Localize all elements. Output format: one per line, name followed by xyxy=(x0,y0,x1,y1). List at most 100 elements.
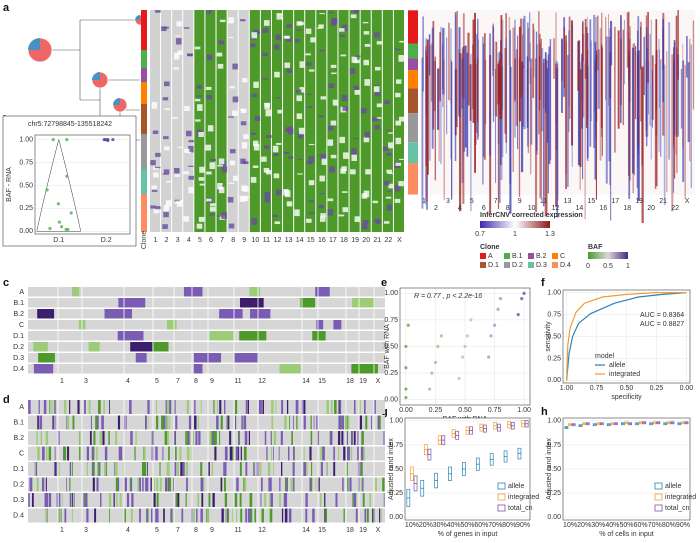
legend-entry: allele xyxy=(665,483,681,490)
baf-column xyxy=(227,10,238,232)
point xyxy=(404,366,408,370)
segment xyxy=(137,477,140,492)
segment xyxy=(173,400,176,414)
baf-cell xyxy=(306,105,313,108)
segment xyxy=(383,431,385,445)
baf-cell xyxy=(209,162,216,170)
chromosome-label: 12 xyxy=(258,378,266,385)
segment xyxy=(351,431,353,445)
segment xyxy=(167,431,169,445)
panel-label: a xyxy=(3,2,10,14)
x-axis-label: specificity xyxy=(611,394,642,401)
segment xyxy=(241,415,243,430)
segment xyxy=(288,446,290,461)
expr-streak xyxy=(608,36,611,162)
segment xyxy=(266,446,268,461)
segment xyxy=(301,400,304,414)
row-bg xyxy=(28,342,385,352)
expr-streak xyxy=(677,10,679,80)
segment xyxy=(173,462,177,476)
baf-cell xyxy=(353,138,359,140)
segment xyxy=(31,477,33,492)
expr-streak xyxy=(689,38,691,162)
segment xyxy=(156,415,159,430)
segment xyxy=(211,462,214,476)
baf-cell xyxy=(264,102,270,110)
segment xyxy=(362,493,365,507)
legend-swatch xyxy=(528,262,534,268)
x-tick-label: 60% xyxy=(634,522,648,529)
segment xyxy=(198,431,201,445)
segment xyxy=(115,431,118,445)
legend-tick: 0 xyxy=(586,263,590,270)
segment xyxy=(254,508,256,523)
baf-cell xyxy=(219,19,226,23)
annotation: AUC = 0.8364 xyxy=(640,312,684,319)
annotation: AUC = 0.8827 xyxy=(640,321,684,328)
legend-swatch xyxy=(480,253,486,259)
expr-streak xyxy=(445,37,448,135)
expr-streak xyxy=(620,15,622,124)
y-tick-label: 0.50 xyxy=(19,182,33,189)
segment xyxy=(196,431,198,445)
segment xyxy=(279,493,281,507)
baf-cell xyxy=(309,211,315,214)
baf-cell xyxy=(384,100,390,105)
legend-swatch xyxy=(552,262,558,268)
expr-streak xyxy=(544,58,547,217)
baf-cell xyxy=(251,93,258,98)
baf-cell xyxy=(295,89,302,93)
segment xyxy=(329,431,331,445)
row-bg xyxy=(28,462,385,476)
segment xyxy=(116,477,120,492)
segment xyxy=(45,508,48,523)
expr-streak xyxy=(649,34,651,126)
baf-cell xyxy=(350,14,357,19)
segment xyxy=(284,477,287,492)
segment xyxy=(172,508,174,523)
legend-entry: total_cn xyxy=(508,505,533,512)
segment xyxy=(202,477,205,492)
expr-streak xyxy=(544,52,547,113)
expr-streak xyxy=(499,51,501,204)
segment xyxy=(220,477,223,492)
segment xyxy=(295,400,299,414)
segment xyxy=(309,477,312,492)
segment xyxy=(166,415,169,430)
segment xyxy=(219,400,222,414)
chromosome-label: 19 xyxy=(359,527,367,534)
baf-cell xyxy=(362,219,369,224)
baf-cell xyxy=(341,191,348,193)
segment xyxy=(339,400,342,414)
baf-cell xyxy=(296,29,302,31)
row-label: D.2 xyxy=(13,344,24,351)
segment xyxy=(286,400,289,414)
chromosome-label: 7 xyxy=(220,237,224,244)
baf-cell xyxy=(227,196,234,203)
segment xyxy=(273,446,274,461)
segment xyxy=(117,415,121,430)
expr-streak xyxy=(492,26,495,122)
expr-chromosome-label: 10 xyxy=(528,205,536,212)
expr-streak xyxy=(682,43,684,149)
segment xyxy=(290,477,294,492)
chromosome-label: 3 xyxy=(176,237,180,244)
segment xyxy=(200,508,203,523)
legend-entry: D.2 xyxy=(512,262,523,269)
segment xyxy=(176,493,180,507)
legend-entry: C xyxy=(560,253,565,260)
expr-streak xyxy=(631,47,635,174)
segment xyxy=(159,477,162,492)
segment xyxy=(320,462,323,476)
legend-title: InferCNV corrected expression xyxy=(480,212,583,219)
segment xyxy=(364,508,367,523)
segment xyxy=(318,477,320,492)
segment xyxy=(172,477,174,492)
chromosome-label: 22 xyxy=(384,237,392,244)
baf-cell xyxy=(217,63,224,69)
expr-streak xyxy=(425,50,428,167)
expr-streak xyxy=(426,39,429,175)
expr-chromosome-label: 20 xyxy=(647,205,655,212)
segment xyxy=(85,493,88,507)
chromosome-label: 15 xyxy=(307,237,315,244)
